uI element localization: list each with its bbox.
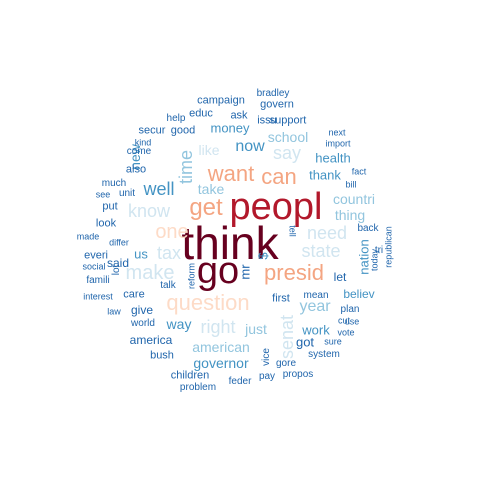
word-ask: ask xyxy=(230,109,248,122)
word-republican: republican xyxy=(383,226,394,268)
word-right: right xyxy=(200,317,236,337)
word-now: now xyxy=(235,138,265,155)
word-go: go xyxy=(196,250,240,292)
word-tri: tri xyxy=(374,245,384,256)
word-one: one xyxy=(155,221,189,243)
word-like: like xyxy=(198,142,220,158)
word-time: time xyxy=(176,149,196,185)
word-unit: unit xyxy=(118,188,136,199)
word-presid: presid xyxy=(264,260,324,285)
word-american: american xyxy=(192,339,250,355)
word-famili: famili xyxy=(86,275,110,286)
word-money: money xyxy=(210,120,250,136)
word-world: world xyxy=(131,318,155,329)
word-state: state xyxy=(301,241,341,261)
word-health: health xyxy=(315,150,351,166)
word-bradley: bradley xyxy=(256,88,290,99)
word-say: say xyxy=(272,143,302,163)
word-gore: gore xyxy=(275,358,297,369)
word-sure: sure xyxy=(324,336,342,347)
word-know: know xyxy=(127,201,171,221)
word-import: import xyxy=(325,138,351,149)
word-need: need xyxy=(306,223,348,243)
word-thank: thank xyxy=(309,167,341,183)
word-got: got xyxy=(295,334,315,350)
word-take: take xyxy=(197,181,225,197)
word-mean: mean xyxy=(303,290,329,301)
word-first: first xyxy=(272,292,290,305)
word-year: year xyxy=(299,298,331,315)
word-talk: talk xyxy=(160,280,176,291)
word-tell: tell xyxy=(287,225,298,237)
word-come: come xyxy=(126,146,152,157)
word-bill: bill xyxy=(345,179,357,190)
word-campaign: campaign xyxy=(197,94,245,107)
word-thing: thing xyxy=(334,207,366,223)
word-help: help xyxy=(166,113,186,124)
word-feder: feder xyxy=(228,376,252,387)
word-differ: differ xyxy=(109,237,129,248)
word-issu: issu xyxy=(257,114,277,127)
word-everi: everi xyxy=(84,249,108,262)
word-good: good xyxy=(170,124,196,137)
word-children: children xyxy=(170,369,210,382)
word-use: use xyxy=(344,316,360,327)
word-cut: cut xyxy=(337,315,351,326)
word-today: today xyxy=(369,248,380,272)
word-problem: problem xyxy=(179,382,217,393)
word-us: us xyxy=(134,246,148,262)
word-reform: reform xyxy=(186,262,197,290)
word-plan: plan xyxy=(340,304,360,315)
word-america: america xyxy=(129,333,173,347)
word-educ: educ xyxy=(189,107,213,120)
word-just: just xyxy=(245,321,267,337)
word-made: made xyxy=(76,231,100,242)
word-fact: fact xyxy=(351,166,367,177)
word-get: get xyxy=(189,194,223,221)
word-pay: pay xyxy=(258,371,276,382)
word-kind: kind xyxy=(134,137,152,148)
word-govern: govern xyxy=(260,98,294,111)
word-senat: senat xyxy=(277,314,297,360)
word-make: make xyxy=(125,262,175,284)
word-see: see xyxy=(95,189,111,200)
word-also: also xyxy=(125,163,147,176)
word-vice: vice xyxy=(261,348,272,366)
word-law: law xyxy=(107,306,121,317)
word-next: next xyxy=(328,127,346,138)
word-mr: mr xyxy=(237,264,253,280)
word-peopl: peopl xyxy=(229,186,323,228)
word-can: can xyxy=(261,164,297,189)
word-care: care xyxy=(123,288,145,301)
word-vote: vote xyxy=(337,327,355,338)
word-question: question xyxy=(166,290,250,315)
word-think: think xyxy=(181,217,279,269)
word-school: school xyxy=(267,129,309,145)
word-bush: bush xyxy=(150,349,174,362)
word-well: well xyxy=(143,179,175,199)
word-work: work xyxy=(302,322,330,338)
word-lot: lot xyxy=(111,264,122,276)
word-give: give xyxy=(130,303,154,317)
word-support: support xyxy=(269,114,307,127)
word-want: want xyxy=(207,161,255,186)
word-dollar: $ xyxy=(255,252,271,260)
word-said: said xyxy=(106,256,130,270)
word-interest: interest xyxy=(83,291,113,302)
word-let: let xyxy=(333,270,347,284)
word-look: look xyxy=(95,217,117,230)
word-put: put xyxy=(102,200,118,213)
word-system: system xyxy=(308,349,340,360)
word-propos: propos xyxy=(282,369,314,380)
word-secur: secur xyxy=(138,124,166,137)
word-much: much xyxy=(101,178,127,189)
word-believ: believ xyxy=(343,287,375,301)
word-social: social xyxy=(82,261,106,272)
word-governor: governor xyxy=(193,355,249,371)
word-tax: tax xyxy=(156,243,182,263)
word-back: back xyxy=(357,223,379,234)
word-way: way xyxy=(166,316,192,332)
word-countri: countri xyxy=(332,191,376,207)
